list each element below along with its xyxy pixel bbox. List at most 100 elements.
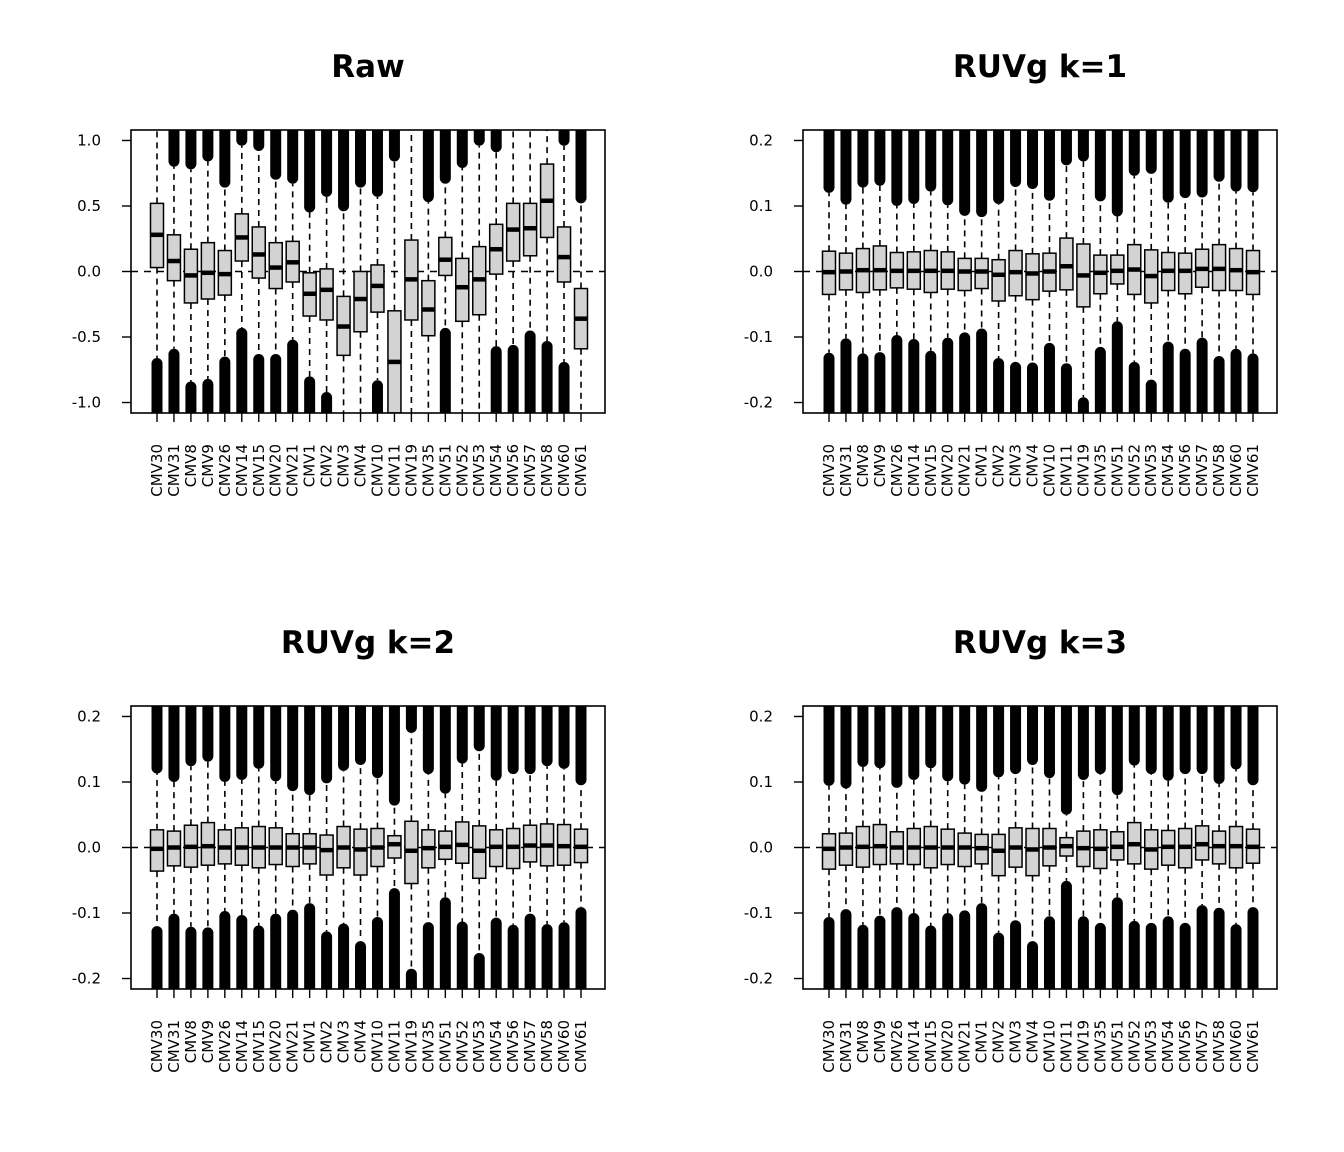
outlier-tail-upper xyxy=(168,130,180,167)
outlier-tail-upper xyxy=(422,130,434,203)
outlier-tail-upper xyxy=(993,130,1005,205)
x-category-label: CMV35 xyxy=(419,444,437,497)
panel-title-raw: Raw xyxy=(331,49,404,85)
outlier-tail-lower xyxy=(908,913,920,989)
x-category-label: CMV54 xyxy=(1159,1020,1177,1073)
outlier-tail-upper xyxy=(219,130,231,188)
outlier-tail-upper xyxy=(219,706,231,782)
x-category-label: CMV1 xyxy=(973,1020,991,1063)
outlier-tail-upper xyxy=(236,706,248,781)
box xyxy=(872,245,888,291)
outlier-tail-lower xyxy=(287,339,299,413)
outlier-tail-upper xyxy=(558,706,570,769)
outlier-tail-upper xyxy=(439,130,451,184)
outlier-tail-lower xyxy=(1111,897,1123,989)
x-category-label: CMV51 xyxy=(436,444,454,497)
x-category-label: CMV30 xyxy=(820,1020,838,1073)
outlier-tail-upper xyxy=(355,706,367,765)
outlier-tail-lower xyxy=(151,357,163,413)
outlier-tail-lower xyxy=(1145,379,1157,413)
outlier-tail-upper xyxy=(925,706,937,769)
box xyxy=(319,834,334,876)
outlier-tail-lower xyxy=(338,923,350,989)
outlier-tail-upper xyxy=(959,706,971,785)
x-category-label: CMV4 xyxy=(352,1020,370,1063)
x-category-label: CMV26 xyxy=(888,1020,906,1073)
outlier-tail-lower xyxy=(1111,321,1123,413)
x-category-label: CMV14 xyxy=(905,1020,923,1073)
outlier-tail-upper xyxy=(1060,130,1072,166)
outlier-tail-lower xyxy=(874,915,886,989)
x-category-label: CMV10 xyxy=(1040,444,1058,497)
outlier-tail-upper xyxy=(388,130,400,162)
x-category-label: CMV51 xyxy=(1108,444,1126,497)
x-category-label: CMV10 xyxy=(1040,1020,1058,1073)
outlier-tail-lower xyxy=(925,925,937,989)
outlier-tail-upper xyxy=(456,130,468,168)
x-category-label: CMV3 xyxy=(335,1020,353,1063)
outlier-tail-upper xyxy=(575,130,587,204)
y-tick-label: 0.0 xyxy=(749,263,773,281)
outlier-tail-lower xyxy=(541,924,553,989)
box xyxy=(455,821,470,864)
outlier-tail-lower xyxy=(823,352,835,413)
outlier-tail-lower xyxy=(1010,920,1022,989)
outlier-tail-lower xyxy=(253,925,265,989)
outlier-tail-lower xyxy=(840,338,852,413)
x-category-label: CMV31 xyxy=(837,444,855,497)
x-category-label: CMV52 xyxy=(1125,444,1143,497)
outlier-tail-lower xyxy=(1094,922,1106,989)
outlier-tail-lower xyxy=(1077,397,1089,413)
x-category-label: CMV21 xyxy=(956,444,974,497)
outlier-tail-upper xyxy=(1213,706,1225,784)
outlier-tail-upper xyxy=(1111,706,1123,796)
outlier-tail-upper xyxy=(185,130,197,170)
outlier-tail-lower xyxy=(942,337,954,413)
x-category-label: CMV26 xyxy=(216,444,234,497)
outlier-tail-lower xyxy=(270,913,282,989)
box xyxy=(438,236,453,277)
outlier-tail-upper xyxy=(1027,706,1039,765)
outlier-tail-lower xyxy=(541,340,553,413)
y-tick-label: -0.5 xyxy=(72,328,101,346)
outlier-tail-lower xyxy=(558,922,570,989)
outlier-tail-upper xyxy=(473,130,485,146)
outlier-tail-upper xyxy=(1213,130,1225,182)
x-category-label: CMV56 xyxy=(504,444,522,497)
x-category-label: CMV11 xyxy=(385,444,403,497)
outlier-tail-upper xyxy=(1027,130,1039,189)
outlier-tail-upper xyxy=(908,130,920,205)
x-category-label: CMV3 xyxy=(1007,444,1025,487)
x-category-label: CMV53 xyxy=(1142,1020,1160,1073)
outlier-tail-lower xyxy=(1027,941,1039,989)
x-category-label: CMV52 xyxy=(453,1020,471,1073)
outlier-tail-lower xyxy=(575,907,587,989)
outlier-tail-upper xyxy=(490,706,502,781)
outlier-tail-lower xyxy=(1128,361,1140,413)
outlier-tail-upper xyxy=(371,706,383,779)
outlier-tail-lower xyxy=(321,931,333,989)
outlier-tail-upper xyxy=(202,706,214,762)
outlier-tail-lower xyxy=(1128,920,1140,989)
outlier-tail-lower xyxy=(959,910,971,989)
outlier-tail-upper xyxy=(253,706,265,769)
outlier-tail-upper xyxy=(185,706,197,767)
outlier-tail-lower xyxy=(1094,346,1106,413)
x-category-label: CMV61 xyxy=(1244,444,1262,497)
x-category-label: CMV51 xyxy=(1108,1020,1126,1073)
outlier-tail-lower xyxy=(439,327,451,413)
x-category-label: CMV14 xyxy=(233,444,251,497)
outlier-tail-upper xyxy=(1230,130,1242,192)
x-category-label: CMV31 xyxy=(165,444,183,497)
x-category-label: CMV56 xyxy=(1176,1020,1194,1073)
outlier-tail-upper xyxy=(823,130,835,193)
x-category-label: CMV30 xyxy=(820,444,838,497)
x-category-label: CMV57 xyxy=(1193,444,1211,497)
y-tick-label: 0.0 xyxy=(77,839,101,857)
y-tick-label: -0.2 xyxy=(72,970,101,988)
x-category-label: CMV9 xyxy=(199,444,217,487)
y-tick-label: 0.1 xyxy=(749,197,773,215)
outlier-tail-lower xyxy=(439,897,451,989)
